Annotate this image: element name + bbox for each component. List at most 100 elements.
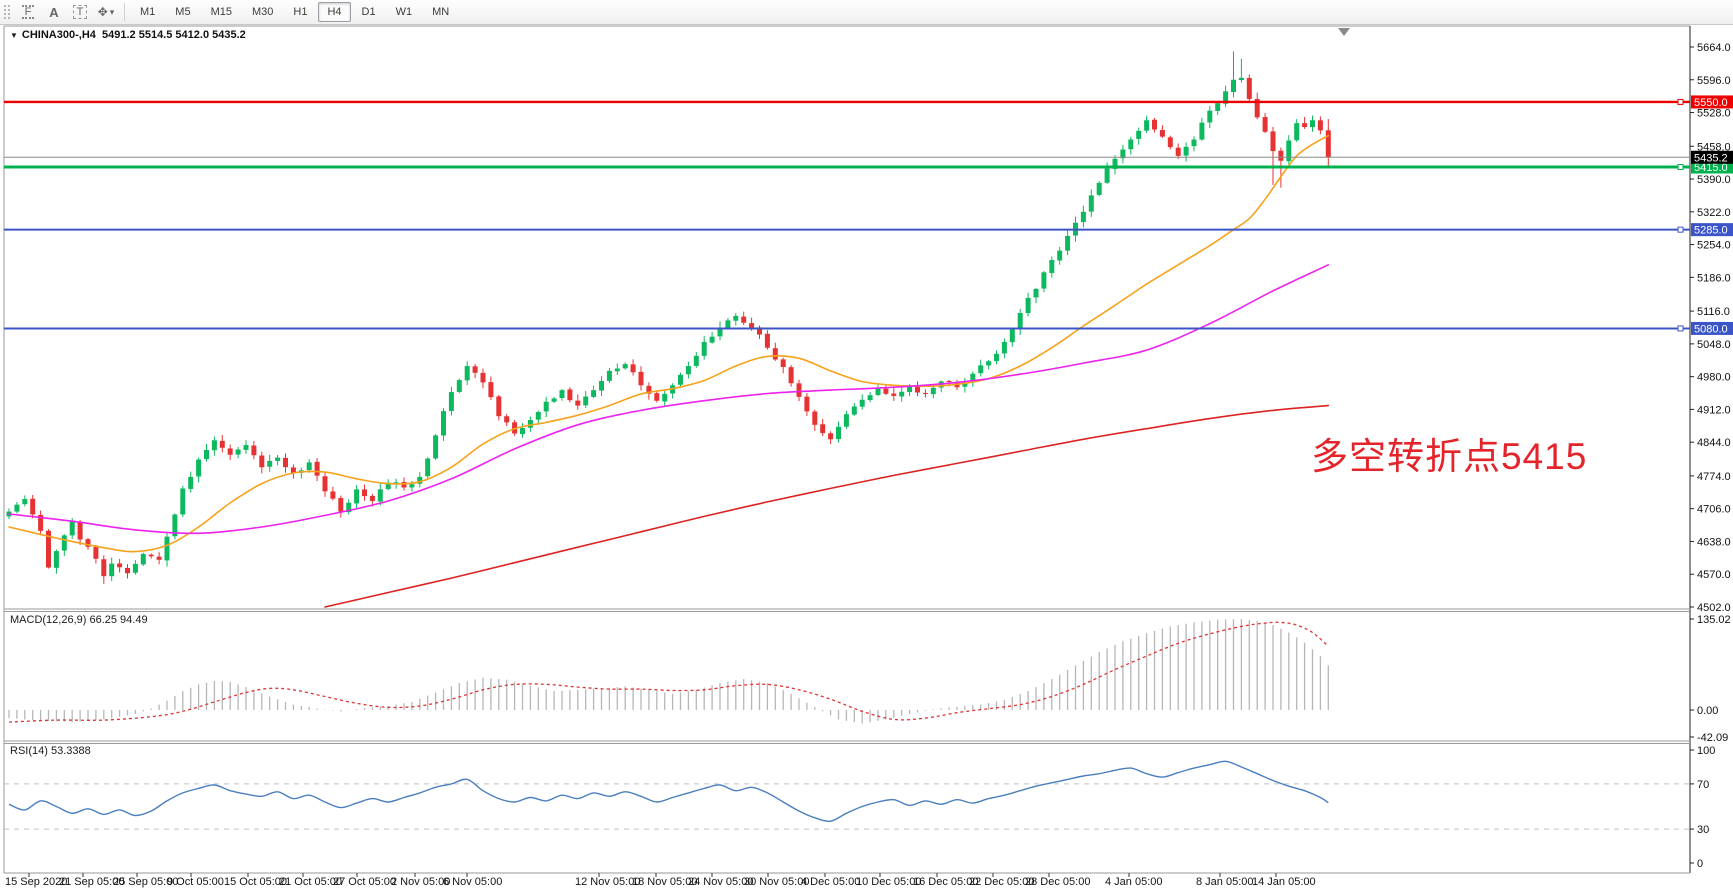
svg-text:5435.2: 5435.2	[1694, 152, 1728, 164]
hline-handle	[1677, 325, 1684, 332]
timeframe-button-w1[interactable]: W1	[395, 6, 413, 18]
chart-shift-marker[interactable]	[1338, 28, 1350, 36]
svg-text:5285.0: 5285.0	[1694, 225, 1728, 237]
time-label: 18 Nov 05:00	[632, 876, 698, 888]
svg-text:5528.0: 5528.0	[1697, 108, 1731, 120]
svg-text:0.00: 0.00	[1697, 705, 1718, 717]
rsi-pane[interactable]	[4, 760, 1690, 830]
svg-text:5116.0: 5116.0	[1697, 306, 1730, 318]
time-label: 4 Jan 05:00	[1105, 876, 1163, 888]
svg-text:5415.0: 5415.0	[1694, 162, 1728, 174]
timeframe-group: M1 M5 M15 M30 H1 H4 D1 W1 MN	[130, 2, 459, 22]
hline-handle	[1677, 164, 1684, 170]
timeframe-button-h4[interactable]: H4	[318, 2, 351, 22]
svg-text:4706.0: 4706.0	[1697, 504, 1731, 516]
timeframe-button-mn[interactable]: MN	[432, 6, 450, 18]
chart-dropdown-icon[interactable]: ▼	[10, 31, 18, 40]
svg-text:4774.0: 4774.0	[1697, 471, 1731, 483]
svg-text:5048.0: 5048.0	[1697, 339, 1731, 351]
time-label: 4 Dec 05:00	[801, 876, 861, 888]
time-axis[interactable]: 15 Sep 2020 21 Sep 05:00 25 Sep 05:00 9 Oct…	[0, 875, 1733, 893]
ma-slow	[324, 404, 1330, 608]
svg-text:5458.0: 5458.0	[1697, 141, 1731, 153]
macd-indicator-label: MACD(12,26,9) 66.25 94.49	[10, 614, 148, 626]
chart-title: ▼ CHINA300-,H4 5491.2 5514.5 5412.0 5435.…	[10, 29, 246, 41]
time-label: 22 Dec 05:00	[969, 876, 1035, 888]
svg-text:5322.0: 5322.0	[1697, 207, 1731, 219]
arrows-tool-button[interactable]: ✥ ▾	[94, 2, 118, 22]
svg-text:100: 100	[1697, 745, 1715, 757]
svg-text:4980.0: 4980.0	[1697, 372, 1731, 384]
timeframe-button-d1[interactable]: D1	[361, 6, 376, 18]
time-label: 30 Nov 05:00	[744, 876, 810, 888]
svg-text:4638.0: 4638.0	[1697, 536, 1731, 548]
price-axis[interactable]: 5664.0 5596.0 5528.0 5458.0 5390.0 5322.0 5254…	[1690, 42, 1731, 614]
ma-fast	[8, 134, 1330, 553]
rsi-indicator-label: RSI(14) 53.3388	[10, 745, 91, 757]
time-label: 9 Oct 05:00	[167, 876, 224, 888]
svg-text:135.02: 135.02	[1697, 614, 1731, 626]
hline-5415.0[interactable]	[4, 164, 1690, 170]
text-annotation[interactable]: 多空转折点5415	[1311, 436, 1588, 477]
svg-text:0: 0	[1697, 858, 1703, 870]
hline-handle	[1677, 226, 1684, 233]
text-icon: A	[49, 4, 59, 20]
svg-text:5186.0: 5186.0	[1697, 272, 1731, 284]
time-label: 28 Dec 05:00	[1025, 876, 1091, 888]
text-label-tool-button[interactable]: T	[68, 2, 92, 22]
ohlc-values: 5491.2 5514.5 5412.0 5435.2	[102, 29, 246, 41]
rsi-axis[interactable]: 100 70 30 0	[1690, 745, 1715, 870]
text-tool-button[interactable]: A	[42, 2, 66, 22]
ma-medium	[8, 264, 1330, 535]
svg-text:5664.0: 5664.0	[1697, 42, 1731, 54]
fibonacci-tool-button[interactable]: F	[16, 2, 40, 22]
time-label: 8 Jan 05:00	[1196, 876, 1254, 888]
svg-text:5596.0: 5596.0	[1697, 75, 1731, 87]
hline-5285.0[interactable]	[4, 226, 1690, 233]
time-label: 21 Oct 05:00	[279, 876, 342, 888]
fibonacci-icon: F	[21, 5, 35, 19]
svg-text:4844.0: 4844.0	[1697, 437, 1731, 449]
svg-text:5080.0: 5080.0	[1694, 323, 1728, 335]
macd-axis[interactable]: 135.02 0.00 -42.09	[1690, 614, 1731, 744]
time-label: 2 Nov 05:00	[391, 876, 451, 888]
time-label: 16 Dec 05:00	[913, 876, 979, 888]
arrows-icon: ✥	[97, 5, 108, 19]
time-label: 25 Sep 05:00	[113, 876, 179, 888]
price-badges: 5550.0 5415.0 5285.0 5080.0 5435.2	[1691, 95, 1733, 335]
time-label: 15 Oct 05:00	[224, 876, 287, 888]
hline-5550.0[interactable]	[4, 98, 1690, 105]
time-label: 24 Nov 05:00	[688, 876, 754, 888]
chevron-down-icon: ▾	[109, 6, 115, 17]
candles	[6, 51, 1331, 584]
svg-text:5550.0: 5550.0	[1694, 97, 1728, 109]
svg-text:30: 30	[1697, 824, 1709, 836]
macd-pane[interactable]	[8, 619, 1329, 724]
symbol-timeframe: CHINA300-,H4	[21, 29, 96, 41]
time-label: 21 Sep 05:00	[59, 876, 125, 888]
hline-handle	[1677, 98, 1684, 105]
toolbar-grip[interactable]	[3, 4, 11, 20]
time-label: 15 Sep 2020	[5, 876, 68, 888]
svg-text:-42.09: -42.09	[1697, 732, 1728, 744]
svg-text:4570.0: 4570.0	[1697, 569, 1731, 581]
timeframe-button-m30[interactable]: M30	[251, 6, 274, 18]
svg-text:70: 70	[1697, 779, 1709, 791]
timeframe-button-h1[interactable]: H1	[293, 6, 308, 18]
timeframe-button-m5[interactable]: M5	[175, 6, 191, 18]
svg-text:4912.0: 4912.0	[1697, 404, 1731, 416]
time-axis-ticks	[28, 873, 1277, 877]
svg-text:5390.0: 5390.0	[1697, 174, 1731, 186]
time-label: 10 Dec 05:00	[856, 876, 922, 888]
time-label: 6 Nov 05:00	[443, 876, 503, 888]
timeframe-button-m1[interactable]: M1	[140, 6, 156, 18]
hline-5080.0[interactable]	[4, 325, 1690, 332]
time-label: 12 Nov 05:00	[575, 876, 641, 888]
toolbar-separator	[124, 3, 125, 21]
text-label-icon: T	[72, 5, 88, 19]
time-label: 14 Jan 05:00	[1252, 876, 1316, 888]
toolbar: F A T ✥ ▾ M1 M5 M15 M30 H1 H4 D1 W1 MN	[0, 0, 1733, 25]
timeframe-button-m15[interactable]: M15	[210, 6, 232, 18]
